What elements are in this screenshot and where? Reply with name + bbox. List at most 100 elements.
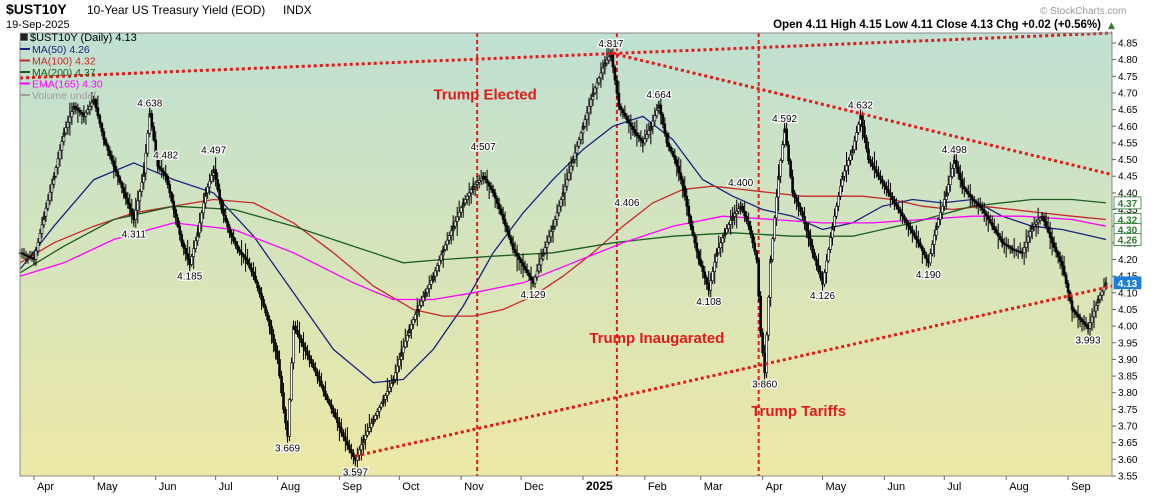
- price-body: [996, 232, 1000, 237]
- price-body: [104, 139, 108, 146]
- price-body: [879, 175, 882, 180]
- price-body: [174, 209, 178, 219]
- price-body: [893, 199, 896, 204]
- price-body: [891, 195, 894, 200]
- price-body: [721, 237, 725, 244]
- price-body: [547, 236, 551, 243]
- price-body: [597, 77, 601, 84]
- axis-badge: [1113, 233, 1142, 246]
- price-body: [937, 219, 940, 227]
- price-body: [1034, 221, 1038, 225]
- price-body: [328, 399, 331, 405]
- price-body: [22, 253, 26, 256]
- y-tick-label: 4.10: [1118, 288, 1138, 299]
- price-body: [1074, 311, 1078, 315]
- price-body: [497, 203, 501, 210]
- x-tick-label: Jul: [219, 481, 233, 493]
- price-body: [994, 229, 998, 234]
- price-body: [984, 212, 988, 217]
- price-body: [503, 219, 507, 226]
- price-body: [911, 229, 914, 234]
- price-body: [192, 248, 195, 257]
- price-body: [553, 219, 557, 227]
- y-tick-label: 3.95: [1118, 338, 1138, 349]
- price-body: [825, 260, 828, 273]
- price-body: [60, 141, 64, 151]
- price-body: [865, 137, 868, 149]
- price-body: [425, 288, 429, 294]
- price-body: [312, 363, 315, 369]
- price-body: [889, 192, 892, 197]
- y-tick-label: 4.05: [1118, 305, 1138, 316]
- price-body: [615, 79, 619, 94]
- price-body: [607, 56, 611, 61]
- price-body: [390, 383, 393, 388]
- price-body: [380, 403, 383, 408]
- peak-label: 3.860: [752, 380, 777, 391]
- price-body: [787, 144, 790, 162]
- price-body: [627, 119, 631, 124]
- y-tick-label: 4.75: [1118, 72, 1138, 83]
- peak-label: 3.669: [275, 443, 300, 454]
- x-tick-label: Jun: [159, 481, 177, 493]
- price-body: [264, 305, 267, 314]
- price-body: [266, 312, 269, 320]
- price-body: [288, 399, 291, 437]
- legend: $UST10Y (Daily) 4.13 MA(50) 4.26MA(100) …: [19, 32, 137, 102]
- price-body: [401, 346, 405, 354]
- y-tick-label: 3.65: [1118, 438, 1138, 449]
- price-body: [767, 296, 770, 336]
- price-body: [469, 189, 473, 194]
- price-body: [685, 195, 689, 207]
- price-body: [905, 219, 908, 224]
- legend-item-label: EMA(165) 4.30: [32, 79, 103, 91]
- price-body: [577, 139, 581, 147]
- price-body: [946, 184, 950, 194]
- price-body: [409, 324, 413, 330]
- price-body: [1004, 243, 1008, 246]
- price-body: [421, 296, 425, 302]
- price-body: [956, 166, 960, 174]
- price-body: [567, 172, 571, 180]
- price-body: [136, 200, 140, 211]
- peak-label: 4.108: [696, 297, 721, 308]
- axis-badge-label: 4.37: [1118, 199, 1138, 210]
- peak-label: 4.638: [137, 99, 162, 110]
- price-body: [74, 105, 78, 109]
- price-body: [693, 234, 697, 244]
- price-body: [489, 185, 493, 190]
- price-body: [921, 246, 924, 252]
- price-body: [457, 211, 461, 218]
- price-body: [1072, 309, 1076, 313]
- price-body: [773, 217, 776, 239]
- price-body: [1054, 247, 1058, 253]
- price-body: [218, 189, 221, 200]
- price-body: [691, 225, 695, 235]
- price-body: [939, 212, 942, 220]
- price-body: [366, 431, 369, 436]
- price-body: [158, 165, 162, 170]
- price-body: [705, 277, 709, 285]
- price-body: [976, 203, 980, 206]
- price-body: [964, 188, 968, 192]
- price-body: [38, 233, 42, 243]
- price-body: [222, 209, 225, 216]
- y-tick-label: 4.85: [1118, 38, 1138, 49]
- y-tick-label: 3.80: [1118, 388, 1138, 399]
- price-body: [170, 192, 174, 202]
- price-body: [807, 230, 810, 239]
- price-body: [134, 209, 138, 220]
- price-body: [477, 179, 481, 183]
- price-body: [919, 242, 922, 248]
- price-body: [447, 235, 451, 241]
- price-body: [647, 130, 651, 135]
- symbol: $UST10Y: [6, 1, 67, 17]
- price-body: [933, 235, 936, 245]
- price-body: [974, 201, 978, 204]
- price-body: [535, 270, 539, 278]
- price-body: [1080, 319, 1084, 322]
- trendline: [610, 51, 1113, 177]
- price-body: [515, 252, 519, 257]
- price-body: [958, 172, 962, 181]
- price-body: [176, 217, 180, 227]
